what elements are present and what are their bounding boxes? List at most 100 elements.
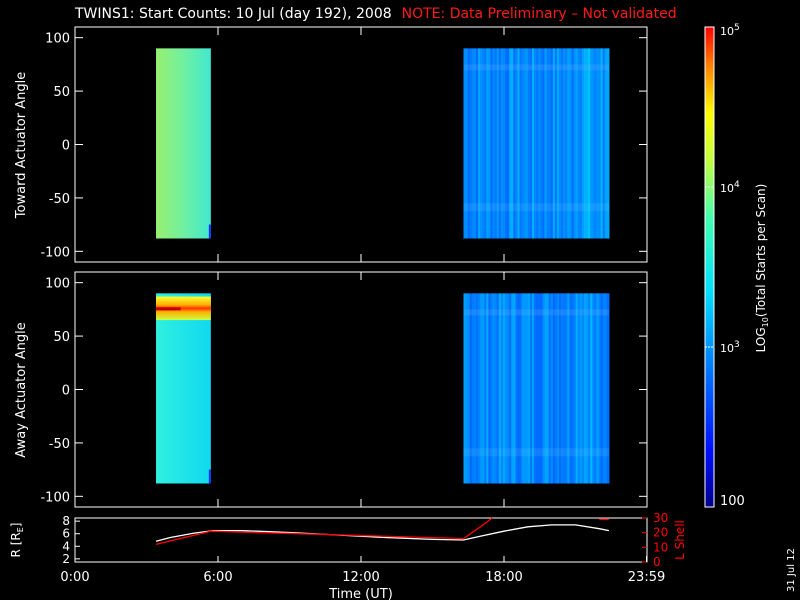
data-band [463, 448, 609, 457]
data-column [465, 293, 469, 484]
data-column [498, 48, 502, 239]
ytick-label: 0 [62, 384, 70, 399]
data-block-early [156, 48, 211, 239]
colorbar-tick-label: 104 [720, 180, 740, 195]
data-column [486, 48, 490, 239]
xtick-label: 12:00 [342, 570, 379, 585]
away-ylabel: Away Actuator Angle [14, 322, 29, 457]
data-column [590, 293, 593, 484]
title-row: TWINS1: Start Counts: 10 Jul (day 192), … [75, 6, 677, 24]
data-column [606, 293, 610, 484]
data-column [509, 293, 512, 484]
ytick-label: -50 [49, 192, 70, 207]
data-column [521, 293, 525, 484]
data-column [519, 48, 523, 239]
data-column [581, 48, 585, 239]
data-column [507, 293, 510, 484]
ytick-right-label: 10 [653, 540, 668, 554]
data-column [571, 293, 575, 484]
ytick-label: -50 [49, 437, 70, 452]
xtick-label: 0:00 [60, 570, 89, 585]
data-column [573, 293, 577, 484]
data-column [540, 293, 544, 484]
data-column [567, 293, 571, 484]
data-column [561, 48, 564, 239]
data-band [463, 64, 609, 71]
data-column [602, 48, 606, 239]
data-column [502, 293, 506, 484]
data-column [588, 293, 591, 484]
data-column [488, 293, 492, 484]
data-column [517, 293, 521, 484]
ytick-label: 50 [53, 330, 70, 345]
data-column [542, 293, 546, 484]
data-column [511, 293, 514, 484]
data-column [548, 48, 552, 239]
data-column [542, 48, 546, 239]
data-column [577, 48, 581, 239]
data-column [590, 48, 593, 239]
toward-ylabel: Toward Actuator Angle [14, 72, 29, 219]
data-column [494, 48, 498, 239]
data-column [556, 48, 560, 239]
data-column [602, 293, 606, 484]
data-column [515, 48, 519, 239]
ytick-left-label: 6 [62, 527, 70, 541]
data-column [536, 48, 539, 239]
data-column [594, 48, 598, 239]
ytick-left-label: 8 [62, 514, 70, 528]
data-column [513, 293, 517, 484]
data-column [525, 48, 529, 239]
data-column [592, 48, 595, 239]
data-column [463, 293, 467, 484]
ytick-label: 100 [45, 32, 70, 47]
data-column [478, 293, 481, 484]
xtick-label: 18:00 [485, 570, 522, 585]
away-panel: 100 50 0 -50 -100 Away Actuator Angle [14, 271, 648, 508]
data-column [515, 293, 519, 484]
data-column [596, 48, 600, 239]
data-column [548, 293, 552, 484]
data-column [563, 48, 566, 239]
data-column [480, 293, 483, 484]
hot-band [156, 296, 211, 321]
data-column [534, 293, 537, 484]
xtick-label: 6:00 [203, 570, 232, 585]
data-column [571, 48, 575, 239]
data-column [563, 293, 566, 484]
ytick-label: 0 [62, 139, 70, 154]
orbit-ylabel-left: R [RE] [9, 523, 25, 558]
colorbar-tick-label: 103 [720, 340, 740, 355]
colorbar-tick-label: 100 [720, 494, 745, 509]
data-column [471, 293, 475, 484]
data-column [509, 48, 512, 239]
data-column [583, 48, 587, 239]
data-column [529, 48, 533, 239]
data-column [600, 48, 604, 239]
data-column [486, 293, 490, 484]
data-column [473, 293, 477, 484]
data-column [490, 293, 494, 484]
ytick-label: -100 [40, 490, 70, 505]
data-column [492, 48, 496, 239]
data-column [467, 293, 471, 484]
data-column [482, 293, 485, 484]
data-column [569, 48, 573, 239]
data-column [467, 48, 471, 239]
data-column [581, 293, 585, 484]
ytick-label: 50 [53, 85, 70, 100]
data-column [494, 293, 498, 484]
xaxis-label: Time (UT) [328, 587, 393, 600]
colorbar: 105 104 103 100 LOG10(Total Starts per Scan… [704, 23, 770, 509]
data-column [546, 293, 550, 484]
data-block-edge [208, 469, 211, 484]
data-column [538, 48, 541, 239]
data-column [507, 48, 510, 239]
data-column [577, 293, 581, 484]
ytick-label: 100 [45, 277, 70, 292]
data-block-early [156, 293, 211, 484]
data-column [552, 48, 556, 239]
colorbar-gradient [704, 26, 715, 508]
